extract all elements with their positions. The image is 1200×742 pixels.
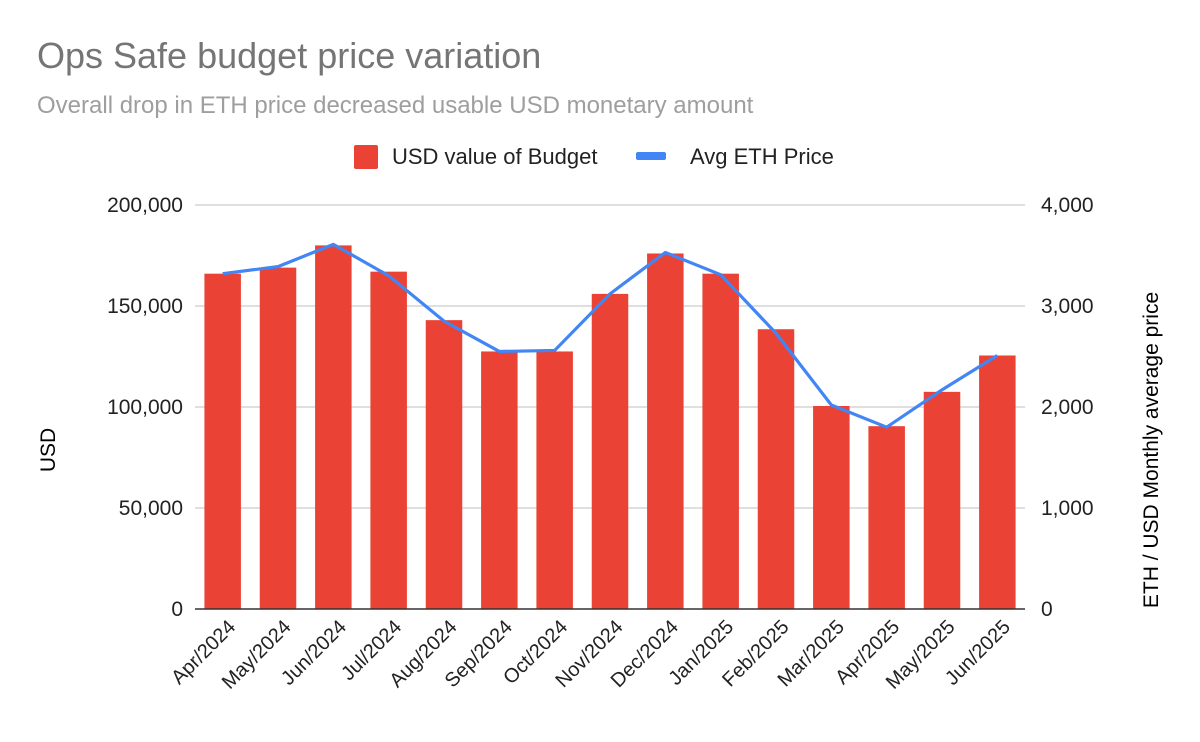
bar-jun-2025 <box>979 355 1016 609</box>
bar-apr-2025 <box>868 426 905 609</box>
bar-dec-2024 <box>647 253 684 610</box>
y-tick-label-left: 0 <box>171 598 183 621</box>
bar-apr-2024 <box>204 273 241 609</box>
right-axis-ticks: 0 1,000 2,000 3,000 4,000 <box>1041 194 1094 621</box>
legend-label-eth-price: Avg ETH Price <box>690 144 834 169</box>
y-tick-label-right: 4,000 <box>1041 194 1094 217</box>
legend-swatch-budget <box>354 145 378 169</box>
legend-label-budget: USD value of Budget <box>392 144 597 169</box>
y-tick-label-right: 0 <box>1041 598 1053 621</box>
bar-aug-2024 <box>425 320 463 609</box>
y-tick-label-left: 150,000 <box>107 295 183 318</box>
bar-mar-2025 <box>813 405 850 609</box>
y-axis-title-left: USD <box>37 428 60 472</box>
legend: USD value of Budget Avg ETH Price <box>354 144 834 169</box>
y-tick-label-left: 100,000 <box>107 396 183 419</box>
bar-may-2024 <box>259 267 297 609</box>
bar-may-2025 <box>923 391 961 609</box>
bar-series <box>204 245 1016 610</box>
y-tick-label-right: 2,000 <box>1041 396 1094 419</box>
x-axis-ticks: Apr/2024May/2024Jun/2024Jul/2024Aug/2024… <box>167 616 1015 694</box>
bar-jul-2024 <box>370 271 407 609</box>
chart-title: Ops Safe budget price variation <box>37 35 541 76</box>
bar-oct-2024 <box>536 351 573 609</box>
y-tick-label-right: 1,000 <box>1041 497 1094 520</box>
left-axis-ticks: 0 50,000 100,000 150,000 200,000 <box>107 194 183 621</box>
y-tick-label-left: 50,000 <box>119 497 183 520</box>
bar-sep-2024 <box>481 351 518 609</box>
bar-nov-2024 <box>591 293 629 609</box>
bar-jun-2024 <box>315 245 352 609</box>
bar-feb-2025 <box>757 329 795 609</box>
y-tick-label-left: 200,000 <box>107 194 183 217</box>
legend-swatch-eth-price <box>636 152 666 160</box>
y-axis-title-right: ETH / USD Monthly average price <box>1140 292 1163 608</box>
bar-jan-2025 <box>702 273 739 609</box>
y-tick-label-right: 3,000 <box>1041 295 1094 318</box>
line-series <box>222 242 999 429</box>
chart-subtitle: Overall drop in ETH price decreased usab… <box>37 92 754 119</box>
